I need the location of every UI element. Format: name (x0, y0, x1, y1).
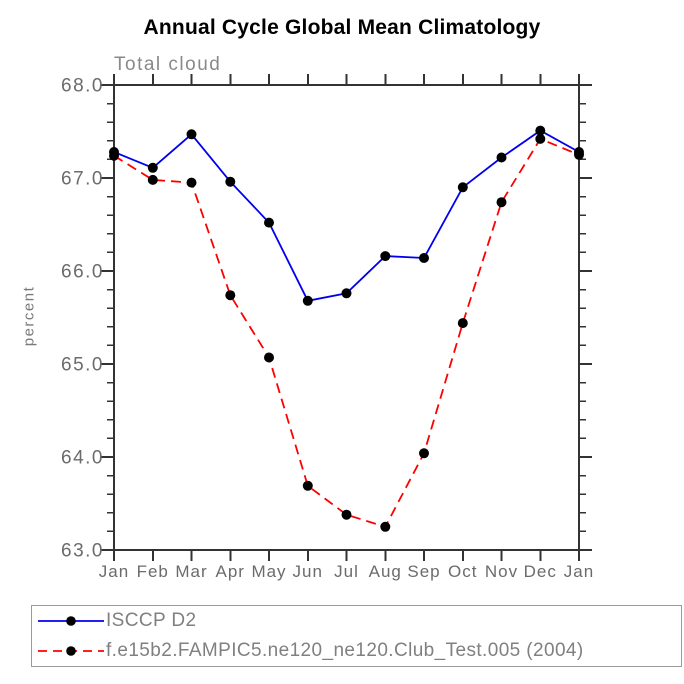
y-tick-label: 66.0 (61, 262, 104, 283)
x-tick-label: Oct (448, 562, 477, 581)
x-tick-label: Jan (99, 562, 129, 581)
data-point (535, 133, 546, 144)
legend-sample-solid-line-icon (38, 616, 104, 626)
plot-area: Jan Feb Mar Apr May Jun Jul Aug Sep Oct Nov Dec Jan6… (61, 74, 594, 581)
y-tick-label: 63.0 (61, 541, 104, 562)
y-tick-label: 68.0 (61, 76, 104, 97)
series-line (113, 129, 580, 302)
data-point (457, 318, 468, 329)
data-point (225, 290, 236, 301)
y-tick-label: 64.0 (61, 448, 104, 469)
data-point (225, 176, 236, 187)
x-tick-label: Apr (216, 562, 245, 581)
legend-box: ISCCP D2 f.e15b2.FAMPIC5.ne120_ne120.Clu… (31, 605, 682, 667)
x-tick-label: Feb (137, 562, 169, 581)
legend-row-isccp: ISCCP D2 (32, 607, 681, 636)
x-tick-label: Jan (564, 562, 594, 581)
data-point (109, 150, 119, 161)
x-tick-label: Dec (524, 562, 557, 581)
data-point (380, 251, 391, 262)
series-isccp (109, 125, 584, 306)
legend-label-isccp-d2: ISCCP D2 (106, 610, 197, 632)
x-tick-label: Jul (334, 562, 359, 581)
data-point (341, 509, 352, 520)
data-point (457, 182, 468, 193)
data-point (535, 125, 546, 136)
x-tick-label: Sep (407, 562, 440, 581)
data-point (186, 129, 197, 140)
legend-row-model: f.e15b2.FAMPIC5.ne120_ne120.Club_Test.00… (32, 636, 681, 665)
legend-sample-dashed-line-icon (38, 646, 104, 656)
legend-label-model-run: f.e15b2.FAMPIC5.ne120_ne120.Club_Test.00… (106, 639, 584, 661)
data-point (380, 521, 391, 532)
y-tick-label: 65.0 (61, 355, 104, 376)
data-point (186, 177, 197, 188)
y-tick-label: 67.0 (61, 169, 104, 190)
data-point (496, 197, 507, 208)
x-tick-label: Nov (485, 562, 518, 581)
data-point (264, 217, 274, 228)
data-point (419, 253, 429, 263)
x-tick-label: May (251, 562, 286, 581)
axes (113, 84, 580, 551)
series-line (113, 137, 580, 528)
x-tick-label: Aug (369, 562, 402, 581)
data-point (574, 149, 584, 160)
data-point (147, 162, 158, 173)
data-point (302, 295, 313, 306)
x-axis-ticks: Jan Feb Mar Apr May Jun Jul Aug Sep Oct Nov Dec Jan (99, 74, 594, 581)
x-tick-label: Jun (293, 562, 323, 581)
chart-subtitle: Total cloud (114, 54, 222, 75)
x-tick-label: Mar (175, 562, 207, 581)
series-model (109, 133, 584, 532)
chart-title: Annual Cycle Global Mean Climatology (143, 16, 541, 39)
data-point (341, 288, 352, 299)
data-point (147, 174, 158, 185)
y-axis-ticks: 63.0 64.0 65.0 66.0 67.0 68.0 (61, 76, 592, 562)
data-point (264, 352, 274, 363)
data-point (302, 480, 313, 491)
data-point (496, 152, 507, 163)
data-point (419, 448, 429, 459)
